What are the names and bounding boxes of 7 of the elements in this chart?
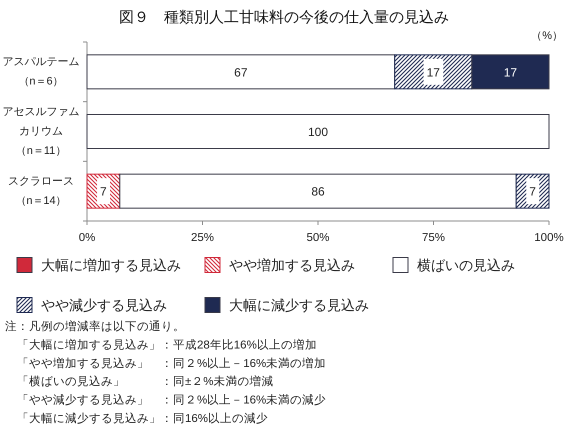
- note: 「大幅に減少する見込み」：同16%以上の減少: [17, 413, 268, 425]
- note: 「やや増加する見込み」 ：同２%以上－16%未満の増加: [17, 358, 326, 370]
- note: 注：凡例の増減率は以下の通り。: [5, 321, 185, 333]
- note: 「やや減少する見込み」 ：同２%以上－16%未満の減少: [17, 394, 326, 407]
- title: 図９ 種類別人工甘味料の今後の仕入量の見込み: [119, 8, 449, 26]
- note: 「横ばいの見込み」 ：同±２%未満の増減: [17, 376, 274, 388]
- note: 「大幅に増加する見込み」：平成28年比16%以上の増加: [17, 339, 317, 352]
